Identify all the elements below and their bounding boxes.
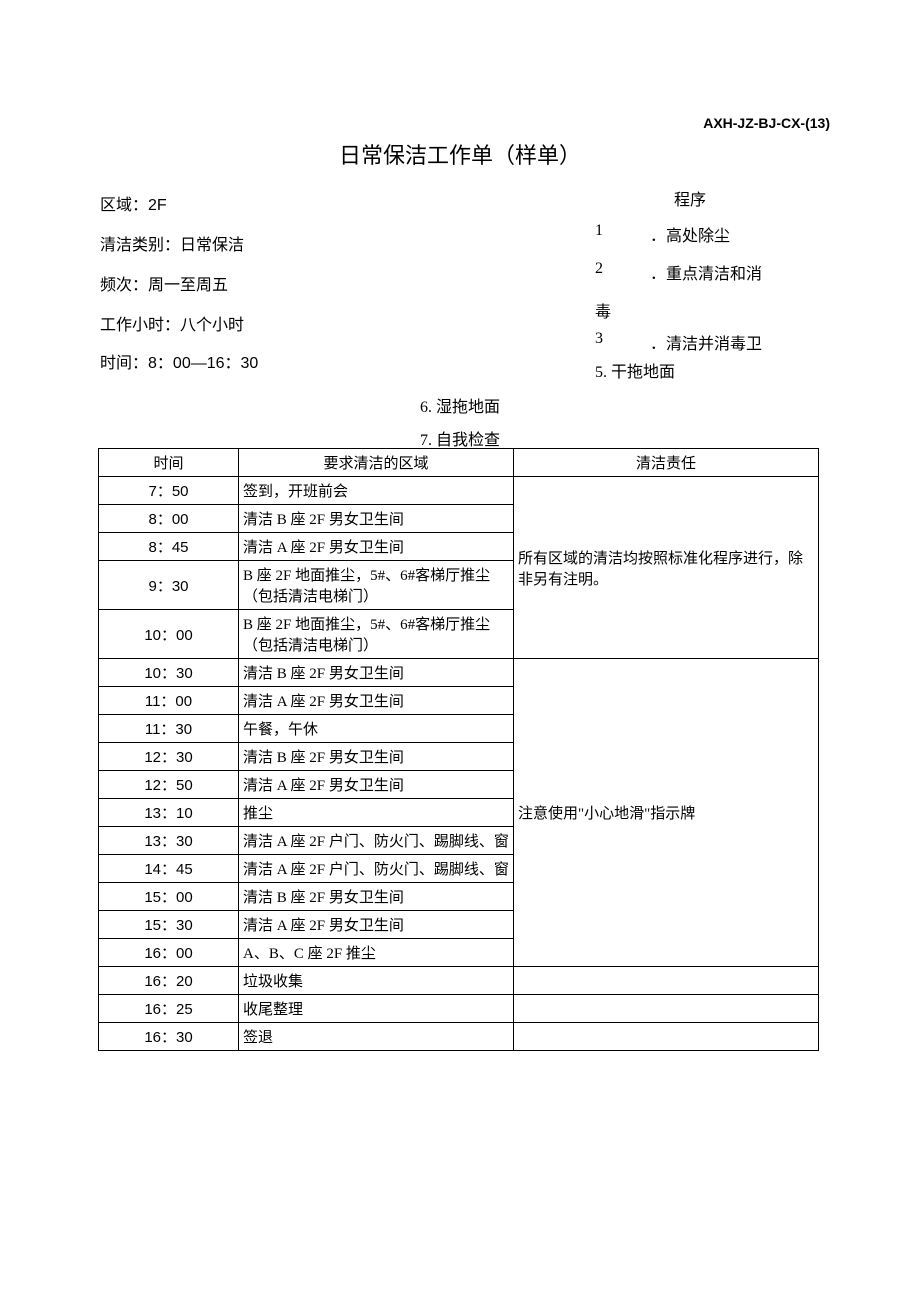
- cell-time: 11：30: [99, 715, 239, 743]
- cell-area: 清洁 A 座 2F 户门、防火门、踢脚线、窗: [239, 855, 514, 883]
- cell-time: 16：20: [99, 967, 239, 995]
- cell-duty-merged-2: 注意使用"小心地滑"指示牌: [514, 659, 819, 967]
- cell-time: 12：30: [99, 743, 239, 771]
- cell-time: 15：00: [99, 883, 239, 911]
- cell-area: 签到，开班前会: [239, 477, 514, 505]
- info-frequency: 频次：周一至周五: [100, 266, 258, 306]
- zone-label: 区域：: [100, 197, 148, 214]
- info-zone: 区域：2F: [100, 186, 258, 226]
- cell-area: B 座 2F 地面推尘，5#、6#客梯厅推尘（包括清洁电梯门）: [239, 561, 514, 610]
- cell-time: 11：00: [99, 687, 239, 715]
- cell-duty: [514, 967, 819, 995]
- cell-time: 16：25: [99, 995, 239, 1023]
- cell-area: 清洁 A 座 2F 男女卫生间: [239, 533, 514, 561]
- col-header-time: 时间: [99, 449, 239, 477]
- col-header-duty: 清洁责任: [514, 449, 819, 477]
- info-time: 时间：8：00—16：30: [100, 354, 258, 374]
- cell-duty-merged-1: 所有区域的清洁均按照标准化程序进行，除非另有注明。: [514, 477, 819, 659]
- procedure-item-7: 7. 自我检查: [420, 426, 500, 450]
- proc-num: 1: [595, 222, 650, 246]
- time-label: 时间：: [100, 355, 148, 372]
- procedure-cont-2: 毒: [595, 298, 835, 322]
- table-header-row: 时间 要求清洁的区域 清洁责任: [99, 449, 819, 477]
- schedule-table: 时间 要求清洁的区域 清洁责任 7：50 签到，开班前会 所有区域的清洁均按照标…: [98, 448, 819, 1051]
- cell-time: 10：30: [99, 659, 239, 687]
- procedure-item-3: 3 ．清洁并消毒卫: [595, 330, 835, 354]
- col-header-area: 要求清洁的区域: [239, 449, 514, 477]
- cell-area: 清洁 A 座 2F 男女卫生间: [239, 771, 514, 799]
- cell-time: 12：50: [99, 771, 239, 799]
- proc-text: ．清洁并消毒卫: [650, 330, 835, 354]
- zone-value: 2F: [148, 197, 167, 214]
- cell-time: 7：50: [99, 477, 239, 505]
- cell-time: 8：45: [99, 533, 239, 561]
- cell-time: 10：00: [99, 610, 239, 659]
- frequency-label: 频次：: [100, 277, 148, 294]
- cell-time: 16：00: [99, 939, 239, 967]
- cell-time: 14：45: [99, 855, 239, 883]
- cell-area: 收尾整理: [239, 995, 514, 1023]
- table-row: 16：30 签退: [99, 1023, 819, 1051]
- proc-text: ．重点清洁和消: [650, 260, 835, 284]
- cell-time: 13：10: [99, 799, 239, 827]
- procedure-section: 程序 1 ．高处除尘 2 ．重点清洁和消 毒 3 ．清洁并消毒卫 5. 干拖地面: [595, 186, 835, 382]
- proc-text: ．高处除尘: [650, 222, 835, 246]
- cell-area: B 座 2F 地面推尘，5#、6#客梯厅推尘（包括清洁电梯门）: [239, 610, 514, 659]
- cell-area: 清洁 B 座 2F 男女卫生间: [239, 883, 514, 911]
- cell-area: 清洁 A 座 2F 户门、防火门、踢脚线、窗: [239, 827, 514, 855]
- info-category: 清洁类别：日常保洁: [100, 226, 258, 266]
- procedure-item-1: 1 ．高处除尘: [595, 222, 835, 246]
- table-row: 10：30 清洁 B 座 2F 男女卫生间 注意使用"小心地滑"指示牌: [99, 659, 819, 687]
- cell-area: 清洁 B 座 2F 男女卫生间: [239, 743, 514, 771]
- cell-time: 15：30: [99, 911, 239, 939]
- table-row: 7：50 签到，开班前会 所有区域的清洁均按照标准化程序进行，除非另有注明。: [99, 477, 819, 505]
- cell-area: 清洁 A 座 2F 男女卫生间: [239, 687, 514, 715]
- cell-area: 午餐，午休: [239, 715, 514, 743]
- cell-area: A、B、C 座 2F 推尘: [239, 939, 514, 967]
- cell-area: 垃圾收集: [239, 967, 514, 995]
- info-section-left: 区域：2F 清洁类别：日常保洁 频次：周一至周五 工作小时：八个小时 时间：8：…: [100, 186, 258, 374]
- cell-area: 签退: [239, 1023, 514, 1051]
- info-hours: 工作小时：八个小时: [100, 306, 258, 346]
- table-row: 16：25 收尾整理: [99, 995, 819, 1023]
- category-label: 清洁类别：: [100, 237, 180, 254]
- cell-area: 清洁 B 座 2F 男女卫生间: [239, 659, 514, 687]
- time-value: 8：00—16：30: [148, 355, 258, 372]
- category-value: 日常保洁: [180, 237, 244, 254]
- procedure-item-6: 6. 湿拖地面: [420, 393, 500, 417]
- procedure-title: 程序: [615, 186, 765, 210]
- hours-label: 工作小时：: [100, 317, 180, 334]
- procedure-item-2: 2 ．重点清洁和消: [595, 260, 835, 284]
- proc-num: 2: [595, 260, 650, 284]
- cell-duty: [514, 995, 819, 1023]
- procedure-item-5: 5. 干拖地面: [595, 358, 835, 382]
- hours-value: 八个小时: [180, 317, 244, 334]
- page-title: 日常保洁工作单（样单）: [0, 138, 920, 170]
- proc-num: 3: [595, 330, 650, 354]
- cell-area: 推尘: [239, 799, 514, 827]
- cell-time: 9：30: [99, 561, 239, 610]
- cell-duty: [514, 1023, 819, 1051]
- table-row: 16：20 垃圾收集: [99, 967, 819, 995]
- cell-area: 清洁 B 座 2F 男女卫生间: [239, 505, 514, 533]
- cell-time: 13：30: [99, 827, 239, 855]
- cell-time: 16：30: [99, 1023, 239, 1051]
- cell-area: 清洁 A 座 2F 男女卫生间: [239, 911, 514, 939]
- frequency-value: 周一至周五: [148, 277, 228, 294]
- cell-time: 8：00: [99, 505, 239, 533]
- document-code: AXH-JZ-BJ-CX-(13): [703, 115, 830, 131]
